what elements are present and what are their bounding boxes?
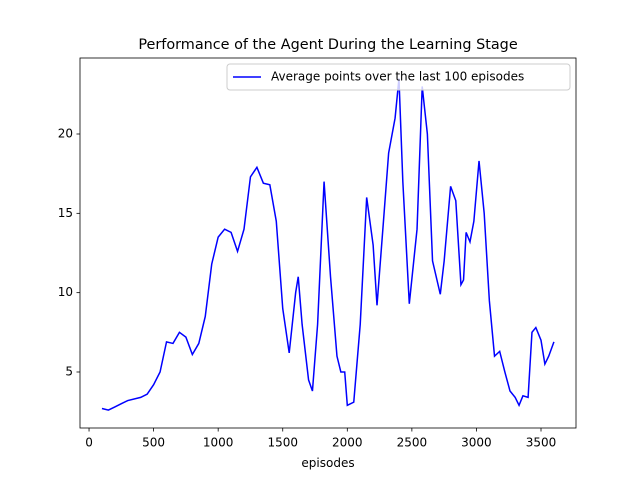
x-tick-label: 500 — [142, 436, 165, 450]
y-tick-label: 5 — [65, 364, 73, 378]
x-tick-label: 3500 — [526, 436, 557, 450]
x-axis-label: episodes — [301, 456, 354, 470]
legend-label: Average points over the last 100 episode… — [271, 70, 524, 84]
chart-title: Performance of the Agent During the Lear… — [138, 37, 517, 53]
x-tick-label: 3000 — [461, 436, 492, 450]
legend-box — [226, 63, 571, 91]
x-tick-label: 2000 — [332, 436, 363, 450]
x-tick-label: 1000 — [203, 436, 234, 450]
x-tick-label: 2500 — [397, 436, 428, 450]
line-series — [101, 78, 555, 411]
y-tick-label: 20 — [58, 126, 73, 140]
y-tick-label: 10 — [58, 285, 73, 299]
y-tick-label: 15 — [58, 206, 73, 220]
x-tick-label: 1500 — [267, 436, 298, 450]
x-tick-label: 0 — [85, 436, 93, 450]
axes-frame — [79, 57, 577, 429]
